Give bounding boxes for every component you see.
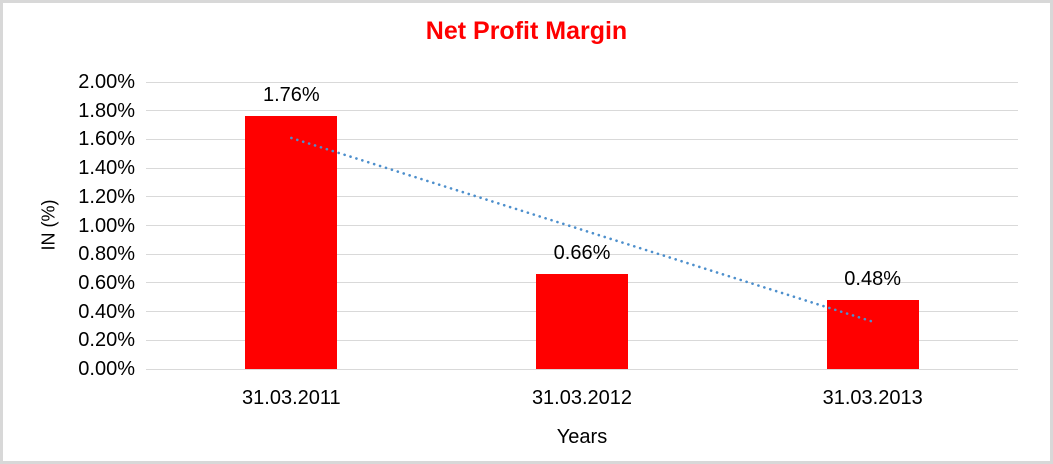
bar-value-label: 0.48% [844,268,902,291]
bar-value-label: 0.66% [553,242,611,265]
y-tick-label: 1.40% [78,157,135,180]
gridline [146,138,1018,140]
chart-title: Net Profit Margin [425,17,628,45]
y-tick-label: 1.00% [78,214,135,237]
trendline [290,136,874,323]
x-axis-title: Years [556,426,608,448]
y-tick-label: 1.60% [78,128,135,151]
y-tick-label: 2.00% [78,71,135,93]
plot-area: 1.76% 0.66% 0.48% [146,81,1018,370]
bar [536,274,628,369]
x-tick-label: 31.03.2013 [822,387,923,409]
net-profit-margin-chart: Net Profit Margin IN (%) 1.76% 0.66% 0.48%… [3,3,1050,461]
y-tick-label: 0.80% [78,243,135,266]
y-tick-label: 1.20% [78,185,135,208]
bar-value-label: 1.76% [262,84,320,107]
gridline [146,225,1018,226]
y-tick-label: 0.00% [78,358,135,380]
y-tick-label: 0.20% [78,329,135,352]
y-tick-label: 0.60% [78,271,135,294]
y-tick-label: 0.40% [78,300,135,323]
x-tick-label: 31.03.2011 [242,387,341,409]
gridline [146,110,1018,112]
gridline [146,368,1018,370]
gridline [146,167,1018,169]
x-tick-label: 31.03.2012 [531,387,633,409]
gridline [146,196,1018,198]
bar [245,116,338,369]
gridline [146,253,1018,255]
y-tick-label: 1.80% [78,99,135,122]
gridline [146,81,1018,83]
